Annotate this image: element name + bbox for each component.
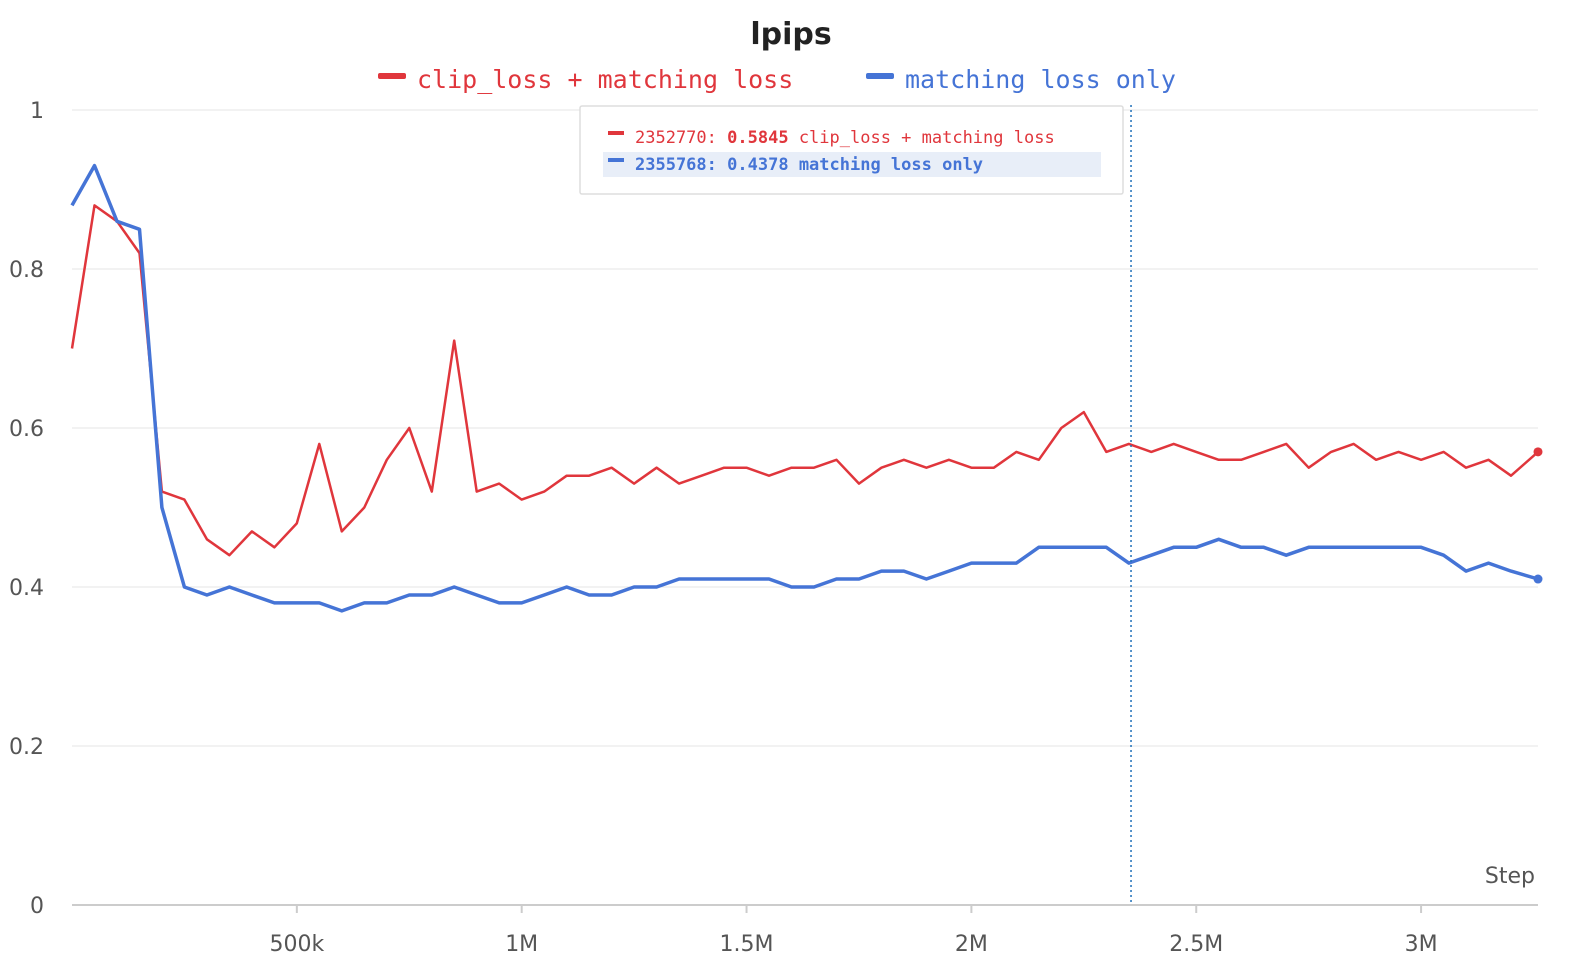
tooltip-name-clip-loss: clip_loss + matching loss	[799, 128, 1055, 148]
y-tick-label: 0	[30, 894, 44, 919]
series-endpoint-clip-loss	[1533, 447, 1543, 457]
tooltip-step-clip-loss: 2352770:	[635, 128, 717, 148]
tooltip-box	[579, 105, 1124, 195]
tooltip-value-matching-loss: 0.4378	[727, 155, 788, 175]
legend-item-clip-loss[interactable]: clip_loss + matching loss	[378, 65, 793, 94]
series-endpoint-matching-loss	[1533, 574, 1543, 584]
gridlines	[72, 109, 1538, 747]
hover-tooltip: 2352770: 0.5845 clip_loss + matching los…	[579, 105, 1124, 195]
legend-label-matching-loss: matching loss only	[905, 65, 1176, 94]
series-line-clip-loss	[70, 204, 1539, 557]
tooltip-row-matching-loss: 2355768: 0.4378 matching loss only	[603, 152, 1101, 177]
x-tick-label: 1.5M	[720, 932, 774, 957]
x-tick-label: 1M	[505, 932, 538, 957]
legend-swatch-clip-loss	[378, 73, 406, 79]
tooltip-step-matching-loss: 2355768:	[635, 155, 717, 175]
tooltip-highlight	[603, 152, 1101, 177]
x-axis-label: Step	[1485, 864, 1535, 889]
tooltip-row-clip-loss: 2352770: 0.5845 clip_loss + matching los…	[608, 128, 1055, 148]
tooltip-text-matching-loss: 2355768: 0.4378 matching loss only	[635, 155, 983, 175]
series-line-matching-loss	[70, 163, 1539, 613]
legend: clip_loss + matching loss matching loss …	[378, 65, 1176, 94]
y-tick-label: 1	[30, 99, 44, 124]
y-tick-label: 0.4	[9, 576, 44, 601]
legend-label-clip-loss: clip_loss + matching loss	[417, 65, 793, 94]
plot-area[interactable]	[70, 163, 1543, 613]
tooltip-name-matching-loss: matching loss only	[799, 155, 983, 175]
x-tick-label: 2.5M	[1169, 932, 1223, 957]
x-tick-label: 3M	[1405, 932, 1438, 957]
legend-swatch-matching-loss	[866, 73, 894, 79]
tooltip-swatch-matching-loss	[608, 158, 624, 162]
tooltip-swatch-clip-loss	[608, 131, 624, 135]
legend-item-matching-loss[interactable]: matching loss only	[866, 65, 1176, 94]
tooltip-value-clip-loss: 0.5845	[727, 128, 788, 148]
y-tick-label: 0.6	[9, 417, 44, 442]
x-tick-label: 2M	[955, 932, 988, 957]
chart-title: lpips	[750, 17, 831, 52]
y-tick-label: 0.8	[9, 258, 44, 283]
axes: 0 0.2 0.4 0.6 0.8 1 500k 1M 1.5M 2M 2.5M 3M	[9, 99, 1538, 957]
x-tick-label: 500k	[269, 932, 324, 957]
y-tick-label: 0.2	[9, 735, 44, 760]
tooltip-text-clip-loss: 2352770: 0.5845 clip_loss + matching los…	[635, 128, 1055, 148]
